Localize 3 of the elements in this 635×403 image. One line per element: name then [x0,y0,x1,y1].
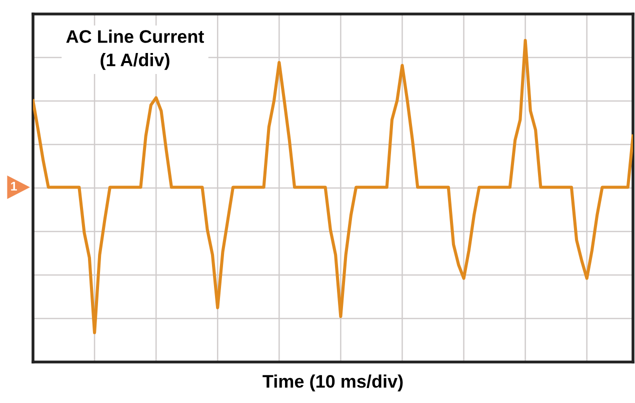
annotation: AC Line Current (1 A/div) [66,30,204,70]
x-axis-title: Time (10 ms/div) [262,374,403,392]
text: 1 [11,182,17,190]
